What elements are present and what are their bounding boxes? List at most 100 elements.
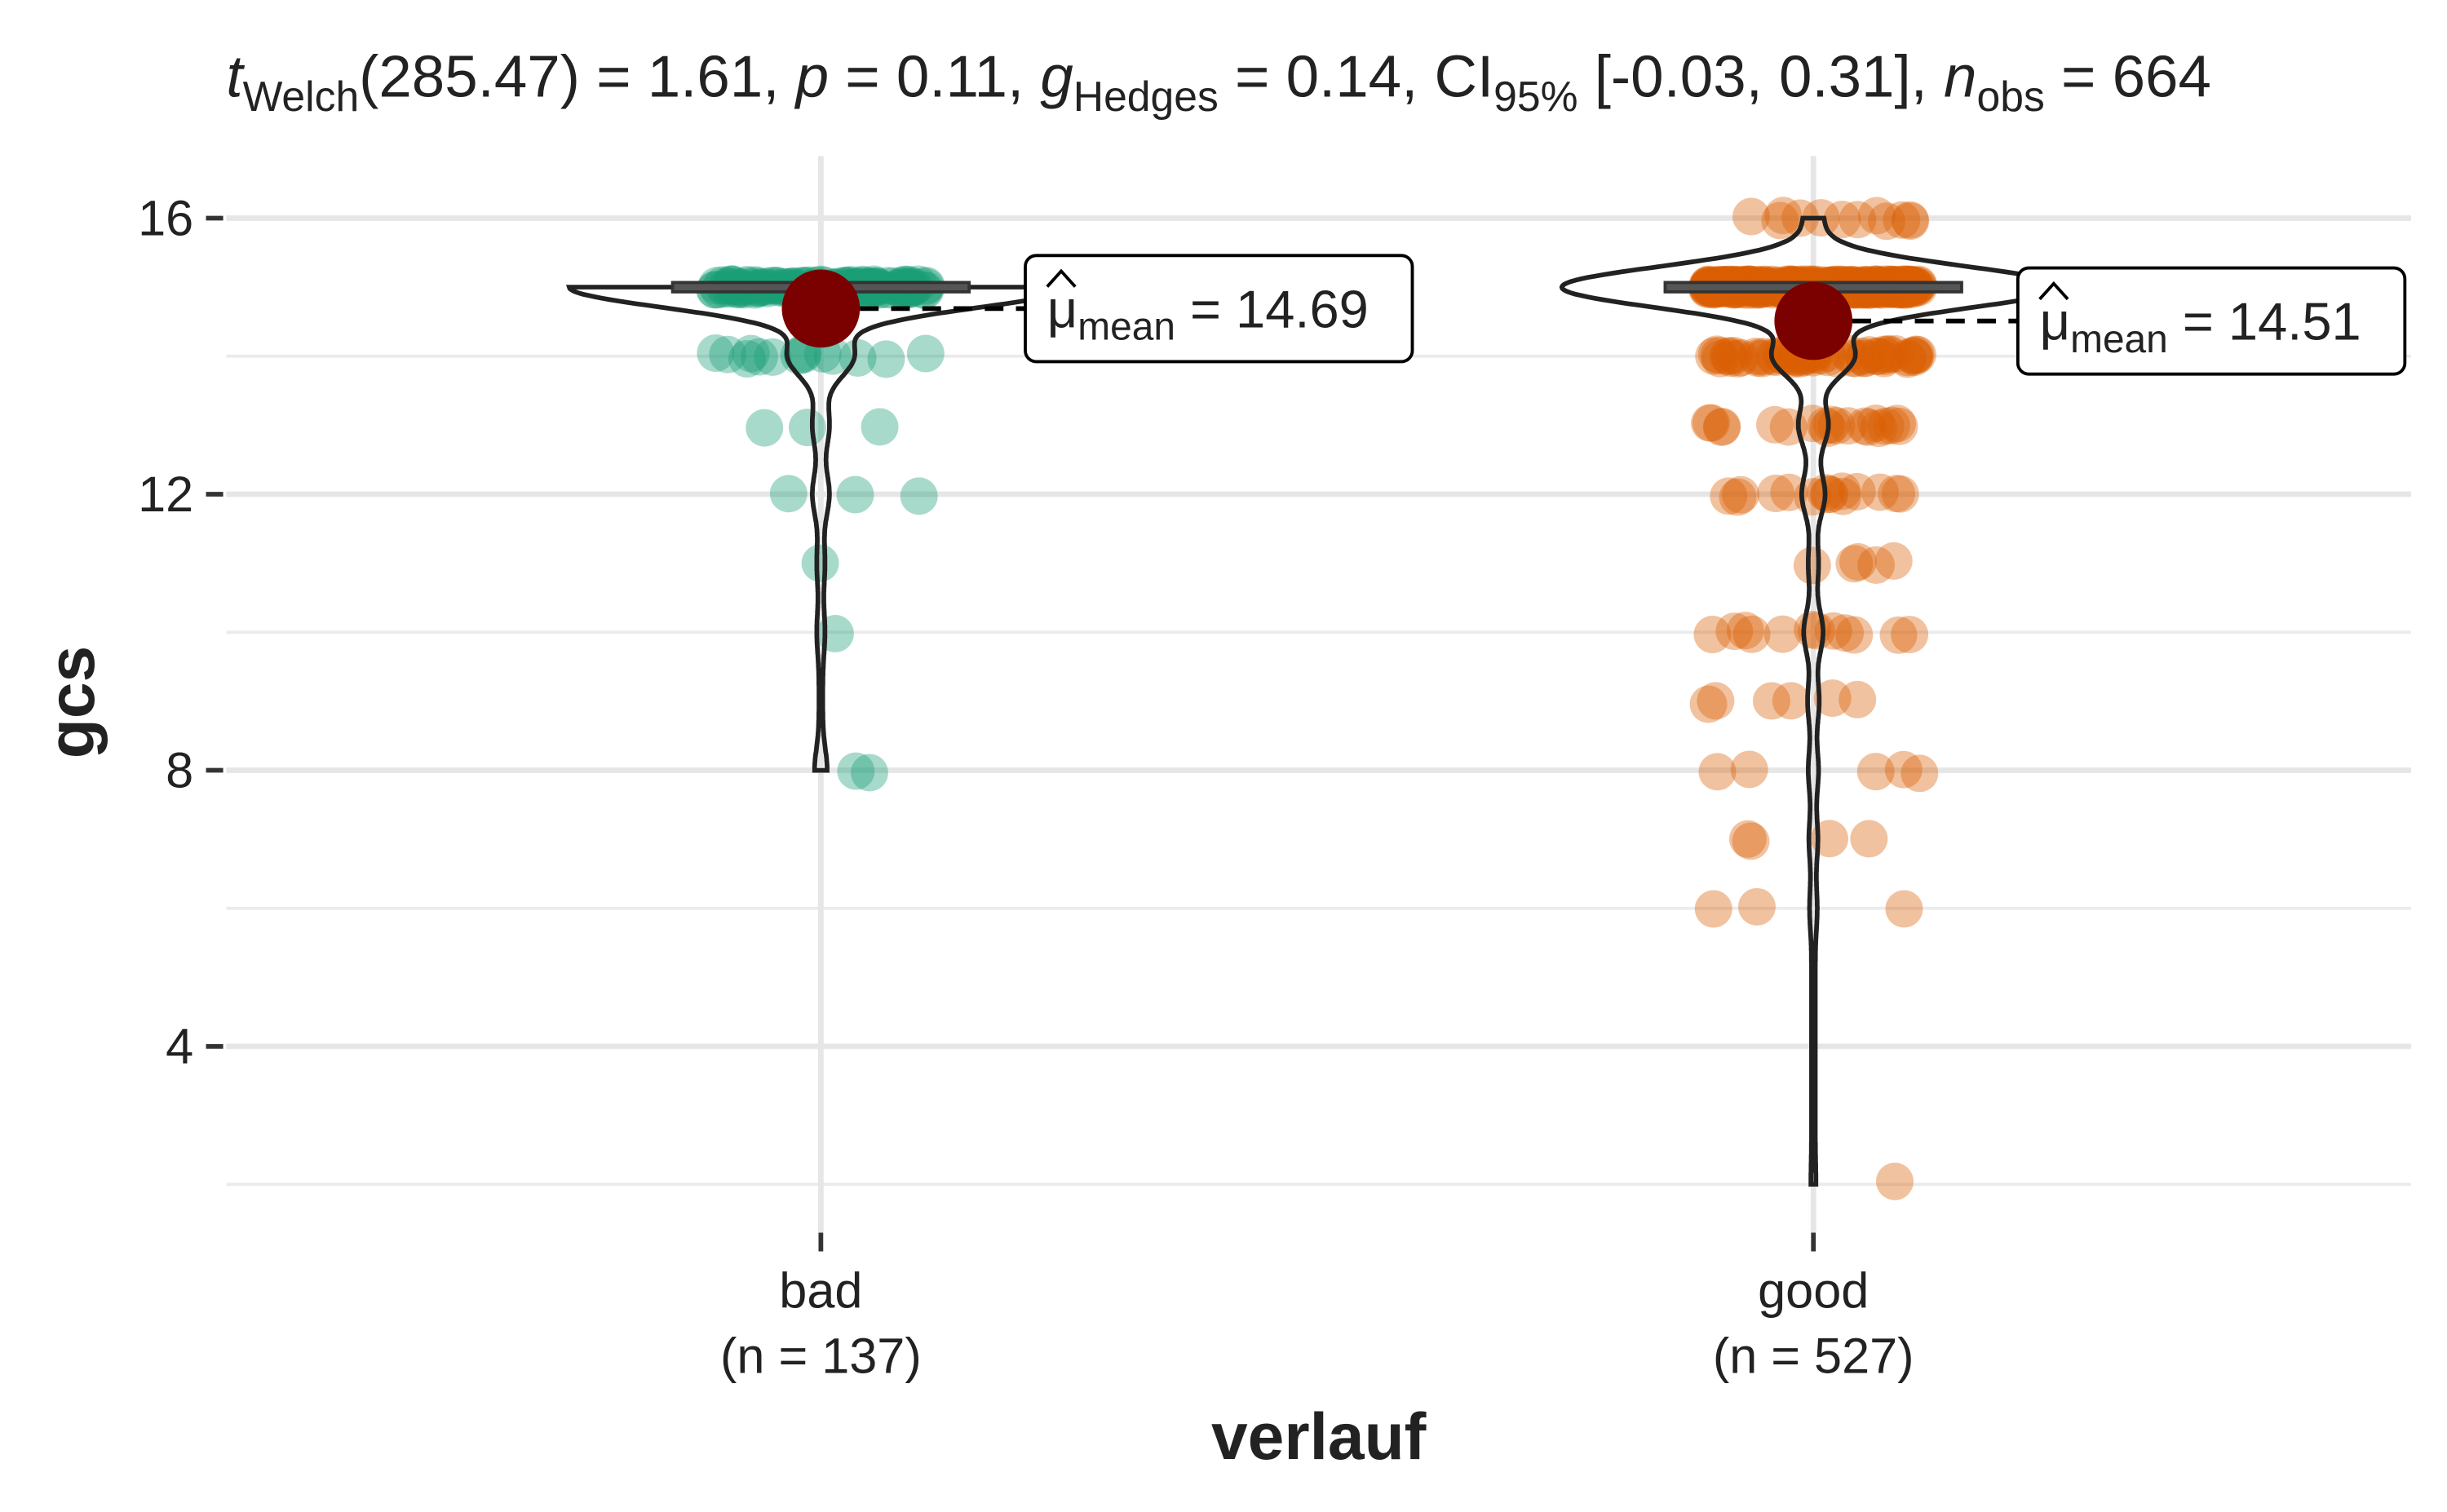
title-part: p <box>794 44 829 110</box>
title-part: = 664 <box>2045 44 2211 110</box>
data-point <box>1865 335 1903 374</box>
data-point <box>1772 682 1810 720</box>
data-point <box>1726 612 1764 650</box>
title-part: g <box>1040 44 1073 110</box>
data-point <box>754 338 792 376</box>
data-point <box>1891 201 1929 239</box>
data-point <box>1826 614 1864 652</box>
data-point <box>1793 546 1831 585</box>
y-tick-label: 16 <box>138 191 193 246</box>
data-point <box>769 475 808 513</box>
data-point <box>1823 201 1861 239</box>
x-tick-label: bad <box>779 1262 862 1318</box>
y-axis-title: gcs <box>35 646 108 758</box>
group: μmean = 14.51 <box>1559 197 2407 1200</box>
n-label: (n = 527) <box>1713 1329 1914 1384</box>
data-point <box>1781 199 1820 237</box>
data-point <box>1878 405 1916 443</box>
data-point <box>1698 753 1737 791</box>
data-point <box>732 334 770 373</box>
data-point <box>1700 336 1738 374</box>
data-point <box>1755 338 1794 375</box>
data-point <box>1870 335 1907 374</box>
data-point <box>1859 337 1896 375</box>
data-point <box>1823 472 1861 511</box>
data-point <box>1856 753 1895 791</box>
mean-label: μmean = 14.69 <box>1047 279 1369 348</box>
data-point <box>1738 887 1776 926</box>
data-point <box>1703 407 1741 445</box>
title-part: [-0.03, 0.31], <box>1578 44 1945 110</box>
hat <box>1046 268 1077 288</box>
data-point <box>1763 615 1802 653</box>
data-point <box>1857 197 1896 235</box>
y-tick-label: 8 <box>166 743 193 798</box>
mean-symbol: μ <box>2040 292 2070 351</box>
n-label: (n = 137) <box>720 1329 922 1384</box>
data-point <box>801 544 839 582</box>
data-point <box>1761 201 1799 240</box>
data-point <box>1892 202 1930 241</box>
mean-eq: = <box>1175 279 1236 338</box>
title-part: Hedges <box>1073 73 1219 120</box>
data-point <box>861 408 899 446</box>
hat <box>2038 281 2069 301</box>
data-point <box>1891 616 1929 654</box>
data-point <box>1794 405 1832 443</box>
data-point <box>1848 408 1887 446</box>
title-part: t <box>226 44 245 110</box>
data-point <box>1901 754 1939 793</box>
data-point <box>1812 405 1851 444</box>
mean-point <box>1774 281 1853 360</box>
data-point <box>837 752 875 790</box>
data-point <box>740 338 778 376</box>
data-point <box>1697 682 1735 720</box>
data-point <box>1719 478 1757 516</box>
data-point <box>867 340 905 378</box>
mean-symbol: μ <box>1047 279 1077 338</box>
data-point <box>1756 405 1794 444</box>
title-part: obs <box>1977 73 2045 120</box>
mean-label-box <box>2016 266 2407 376</box>
data-point <box>1756 338 1794 377</box>
data-point <box>709 335 747 374</box>
data-point <box>1737 337 1776 375</box>
data-point <box>788 409 826 447</box>
data-point <box>1846 407 1884 445</box>
data-point <box>1702 409 1741 446</box>
title-part: 95% <box>1493 73 1577 120</box>
mean-sub: mean <box>1077 306 1175 349</box>
data-point <box>1873 406 1911 444</box>
data-point <box>1884 750 1923 789</box>
data-point <box>1807 407 1845 445</box>
chart-title: tWelch(285.47) = 1.61, p = 0.11, gHedges… <box>226 44 2210 120</box>
data-point <box>1722 475 1759 514</box>
data-point <box>1719 339 1757 378</box>
data-point <box>1839 542 1877 581</box>
data-point <box>816 615 854 652</box>
data-point <box>1896 338 1934 376</box>
y-tick-label: 4 <box>166 1019 193 1074</box>
data-point <box>1764 197 1803 235</box>
data-point <box>1870 335 1908 374</box>
mean-eq: = <box>2168 292 2228 351</box>
data-point <box>1888 340 1927 378</box>
data-point <box>1813 679 1852 718</box>
data-point <box>746 409 784 447</box>
data-point <box>1879 616 1918 654</box>
data-point <box>1866 407 1905 445</box>
title-part: n <box>1944 44 1976 110</box>
data-point <box>1697 335 1736 374</box>
data-point <box>1829 407 1867 445</box>
data-point <box>1715 337 1753 374</box>
data-point <box>1857 338 1896 376</box>
violin <box>1559 215 2068 1187</box>
data-point <box>1894 337 1932 375</box>
data-point <box>1722 338 1760 377</box>
mean-value: 14.51 <box>2228 292 2361 351</box>
data-point <box>1896 335 1935 374</box>
data-point <box>1811 820 1848 858</box>
data-point <box>900 477 938 515</box>
mean-label: μmean = 14.51 <box>2040 292 2361 361</box>
